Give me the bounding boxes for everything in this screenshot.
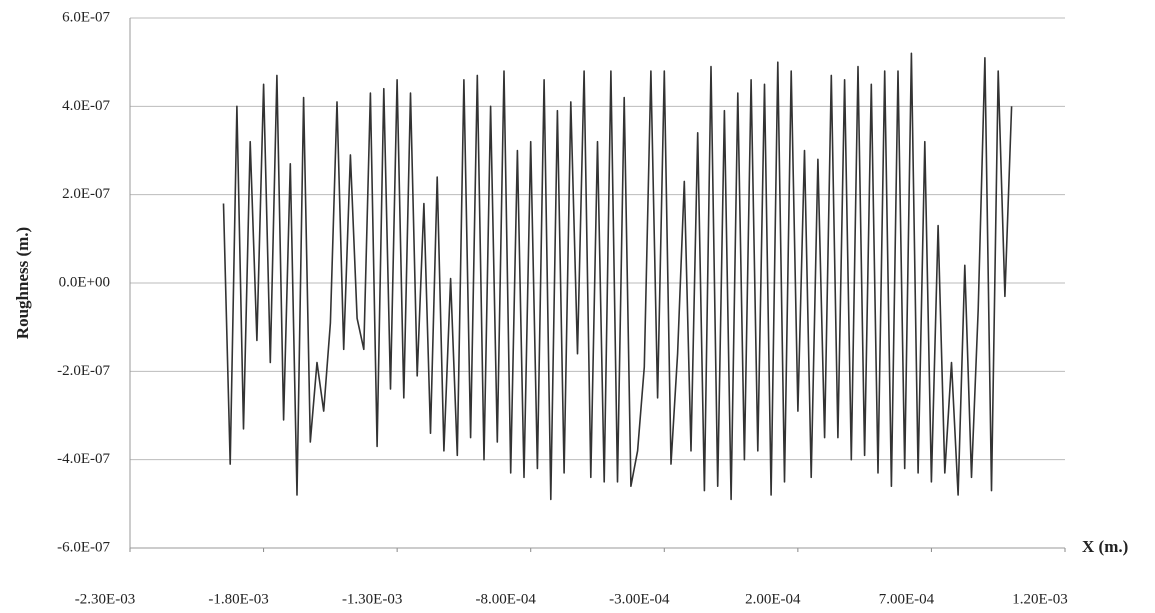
y-tick-label: -6.0E-07	[57, 539, 110, 555]
x-tick-label: -8.00E-04	[476, 591, 537, 607]
y-tick-label: 4.0E-07	[62, 98, 110, 114]
data-line	[222, 52, 1013, 501]
x-tick-label: 7.00E-04	[879, 591, 935, 607]
x-tick-label: -3.00E-04	[609, 591, 670, 607]
y-tick-label: 0.0E+00	[59, 274, 110, 290]
y-axis-label: Roughness (m.)	[13, 227, 32, 339]
y-tick-label: -2.0E-07	[57, 363, 110, 379]
x-tick-label: 1.20E-03	[1012, 591, 1067, 607]
y-tick-label: 6.0E-07	[62, 9, 110, 25]
x-tick-label: 2.00E-04	[745, 591, 801, 607]
x-tick-label: -1.30E-03	[342, 591, 402, 607]
x-tick-label: -1.80E-03	[208, 591, 268, 607]
x-axis-label: X (m.)	[1082, 537, 1128, 556]
y-tick-label: -4.0E-07	[57, 451, 110, 467]
x-tick-label: -2.30E-03	[75, 591, 135, 607]
y-tick-label: 2.0E-07	[62, 186, 110, 202]
